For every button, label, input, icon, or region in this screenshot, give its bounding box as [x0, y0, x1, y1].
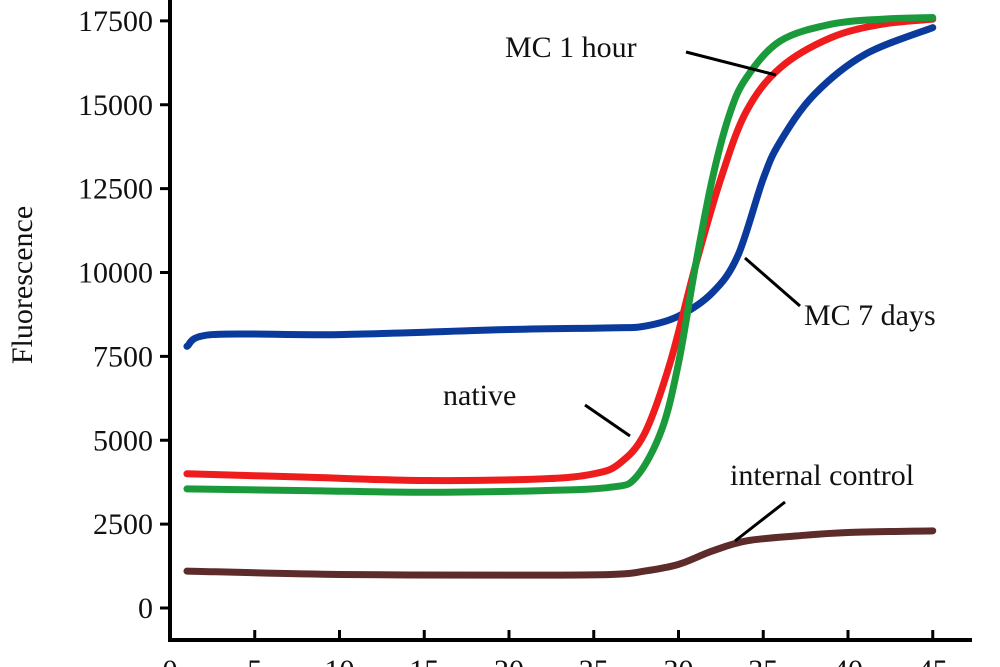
annotation-mc-1-hour: MC 1 hour	[505, 31, 777, 77]
x-tick-label: 25	[579, 654, 609, 667]
annotation-internal-control-leader	[734, 500, 786, 543]
series-lines	[183, 14, 937, 579]
annotation-internal-control: internal control	[730, 459, 914, 543]
y-tick-label: 10000	[78, 257, 153, 290]
x-tick-label: 0	[163, 654, 178, 667]
axes	[168, 0, 972, 642]
series-line-native	[183, 15, 937, 485]
annotation-mc-7-days-label: MC 7 days	[804, 299, 936, 332]
y-tick-label: 0	[138, 592, 153, 625]
annotation-native: native	[443, 379, 631, 438]
ticks: 0 2500 5000 7500 10000 12500 15000 17500 0 5 10 15 2…	[78, 5, 948, 667]
annotation-mc-1-hour-label: MC 1 hour	[505, 31, 637, 64]
y-tick-label: 17500	[78, 5, 153, 38]
annotation-native-leader	[584, 403, 631, 438]
series-line-internal-control	[183, 527, 937, 579]
y-axis-label: Fluorescence	[6, 206, 39, 364]
series-line-mc-7-days	[183, 24, 937, 350]
y-tick-label: 2500	[93, 508, 153, 541]
x-tick-label: 15	[409, 654, 439, 667]
x-tick-label: 10	[325, 654, 355, 667]
x-tick-label: 40	[833, 654, 863, 667]
annotation-native-label: native	[443, 379, 516, 412]
annotation-internal-control-label: internal control	[730, 459, 914, 492]
annotation-mc-1-hour-leader	[685, 50, 777, 77]
annotation-mc-7-days: MC 7 days	[744, 256, 936, 332]
series-line-mc-1-hour	[183, 14, 937, 496]
annotation-mc-7-days-leader	[744, 256, 801, 308]
x-tick-label: 45	[918, 654, 948, 667]
x-tick-label: 5	[247, 654, 262, 667]
y-tick-label: 7500	[93, 340, 153, 373]
x-tick-label: 20	[494, 654, 524, 667]
x-tick-label: 35	[748, 654, 778, 667]
x-tick-label: 30	[664, 654, 694, 667]
y-tick-label: 5000	[93, 424, 153, 457]
y-tick-label: 12500	[78, 173, 153, 206]
y-tick-label: 15000	[78, 89, 153, 122]
